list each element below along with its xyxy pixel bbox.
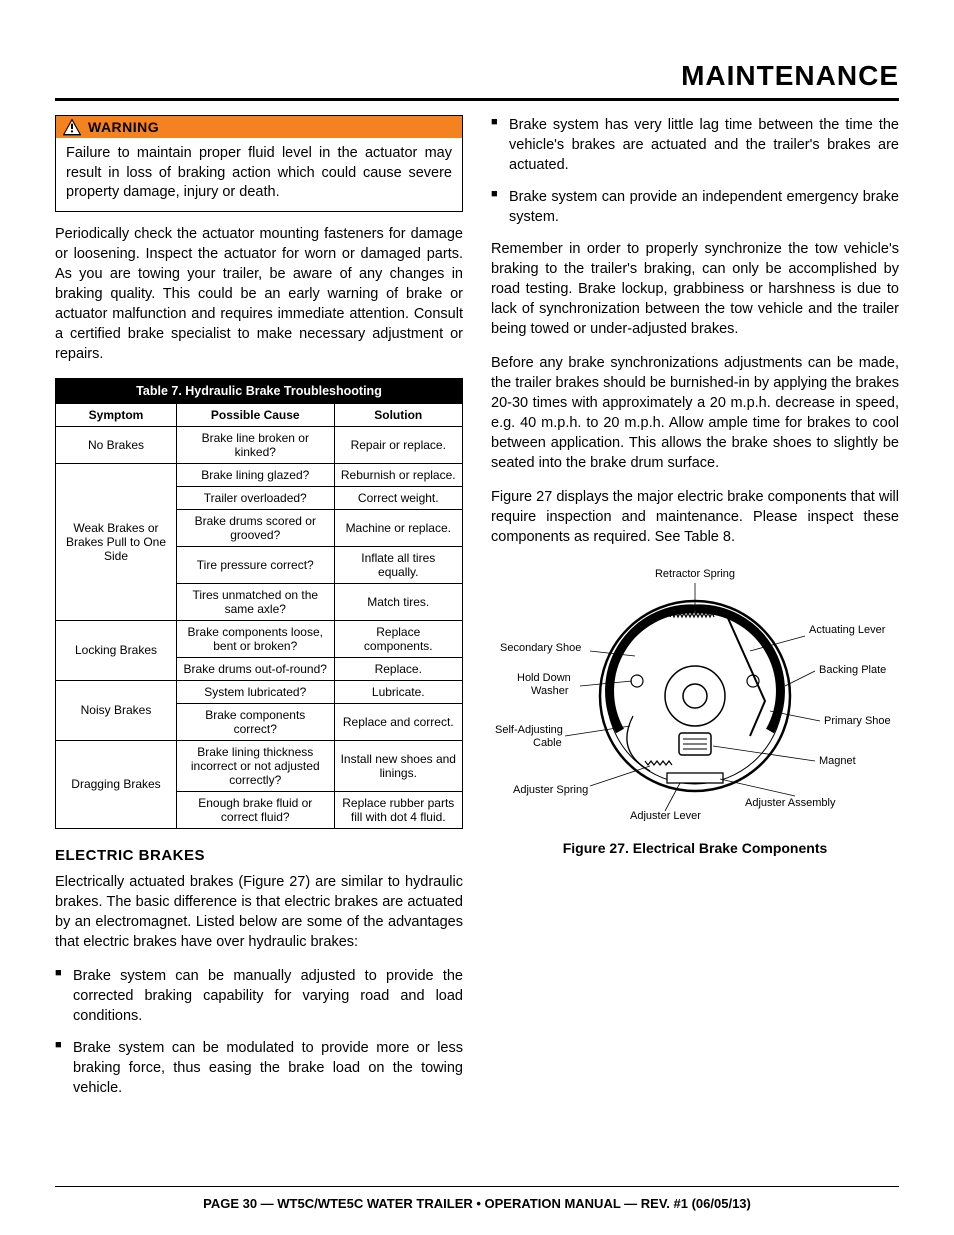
table-cell: Brake drums scored or grooved? <box>176 509 334 546</box>
list-item: Brake system can be manually adjusted to… <box>55 966 463 1026</box>
table-cell: Enough brake fluid or correct fluid? <box>176 791 334 828</box>
table-cell: Replace and correct. <box>334 703 462 740</box>
label-primary-shoe: Primary Shoe <box>824 715 891 727</box>
table-cell: Dragging Brakes <box>56 740 177 828</box>
table-cell: Brake components correct? <box>176 703 334 740</box>
figure-caption: Figure 27. Electrical Brake Components <box>491 840 899 856</box>
table-cell: Brake lining thickness incorrect or not … <box>176 740 334 791</box>
table-cell: Brake line broken or kinked? <box>176 426 334 463</box>
two-column-layout: WARNING Failure to maintain proper fluid… <box>55 115 899 1110</box>
electric-brakes-heading: ELECTRIC BRAKES <box>55 847 463 864</box>
table-cell: Inflate all tires equally. <box>334 546 462 583</box>
label-secondary-shoe: Secondary Shoe <box>500 642 581 654</box>
title-rule <box>55 98 899 101</box>
page-title: MAINTENANCE <box>55 60 899 92</box>
warning-label: WARNING <box>88 119 159 135</box>
right-para-3: Figure 27 displays the major electric br… <box>491 487 899 547</box>
table-col-symptom: Symptom <box>56 403 177 426</box>
right-column: Brake system has very little lag time be… <box>491 115 899 1110</box>
right-para-2: Before any brake synchronizations adjust… <box>491 353 899 473</box>
table-cell: Brake lining glazed? <box>176 463 334 486</box>
left-column: WARNING Failure to maintain proper fluid… <box>55 115 463 1110</box>
label-cable: Cable <box>533 737 562 749</box>
table-col-solution: Solution <box>334 403 462 426</box>
label-adjuster-spring: Adjuster Spring <box>513 784 588 796</box>
left-bullet-list: Brake system can be manually adjusted to… <box>55 966 463 1098</box>
figure-27: Retractor Spring Secondary Shoe Hold Dow… <box>491 561 899 856</box>
table-cell: Trailer overloaded? <box>176 486 334 509</box>
troubleshooting-table: Table 7. Hydraulic Brake Troubleshooting… <box>55 378 463 829</box>
left-para-1: Periodically check the actuator mounting… <box>55 224 463 364</box>
right-para-1: Remember in order to properly synchroniz… <box>491 239 899 339</box>
table-cell: Noisy Brakes <box>56 680 177 740</box>
table-cell: Match tires. <box>334 583 462 620</box>
table-cell: System lubricated? <box>176 680 334 703</box>
label-adjuster-assembly: Adjuster Assembly <box>745 797 836 809</box>
label-adjuster-lever: Adjuster Lever <box>630 810 701 821</box>
warning-body-text: Failure to maintain proper fluid level i… <box>56 138 462 211</box>
table-cell: Replace. <box>334 657 462 680</box>
warning-header: WARNING <box>56 116 462 138</box>
list-item: Brake system has very little lag time be… <box>491 115 899 175</box>
table-cell: Brake components loose, bent or broken? <box>176 620 334 657</box>
table-title: Table 7. Hydraulic Brake Troubleshooting <box>56 378 463 403</box>
label-washer: Washer <box>531 685 569 697</box>
table-cell: No Brakes <box>56 426 177 463</box>
table-cell: Brake drums out-of-round? <box>176 657 334 680</box>
table-cell: Tire pressure correct? <box>176 546 334 583</box>
warning-triangle-icon <box>62 118 82 136</box>
label-magnet: Magnet <box>819 755 856 767</box>
list-item: Brake system can be modulated to provide… <box>55 1038 463 1098</box>
brake-diagram-icon: Retractor Spring Secondary Shoe Hold Dow… <box>495 561 895 821</box>
table-cell: Install new shoes and linings. <box>334 740 462 791</box>
list-item: Brake system can provide an independent … <box>491 187 899 227</box>
right-bullet-list: Brake system has very little lag time be… <box>491 115 899 227</box>
label-self-adjusting: Self-Adjusting <box>495 724 563 736</box>
table-cell: Lubricate. <box>334 680 462 703</box>
warning-box: WARNING Failure to maintain proper fluid… <box>55 115 463 212</box>
table-cell: Replace components. <box>334 620 462 657</box>
table-cell: Reburnish or replace. <box>334 463 462 486</box>
label-hold-down: Hold Down <box>517 672 571 684</box>
table-cell: Repair or replace. <box>334 426 462 463</box>
table-cell: Replace rubber parts fill with dot 4 flu… <box>334 791 462 828</box>
table-cell: Tires unmatched on the same axle? <box>176 583 334 620</box>
table-cell: Weak Brakes or Brakes Pull to One Side <box>56 463 177 620</box>
label-actuating-lever: Actuating Lever <box>809 624 886 636</box>
table-col-cause: Possible Cause <box>176 403 334 426</box>
table-cell: Correct weight. <box>334 486 462 509</box>
table-cell: Locking Brakes <box>56 620 177 680</box>
label-backing-plate: Backing Plate <box>819 664 886 676</box>
left-para-2: Electrically actuated brakes (Figure 27)… <box>55 872 463 952</box>
label-retractor-spring: Retractor Spring <box>655 568 735 580</box>
table-cell: Machine or replace. <box>334 509 462 546</box>
page-footer: PAGE 30 — WT5C/WTE5C WATER TRAILER • OPE… <box>55 1196 899 1211</box>
footer-rule <box>55 1186 899 1187</box>
